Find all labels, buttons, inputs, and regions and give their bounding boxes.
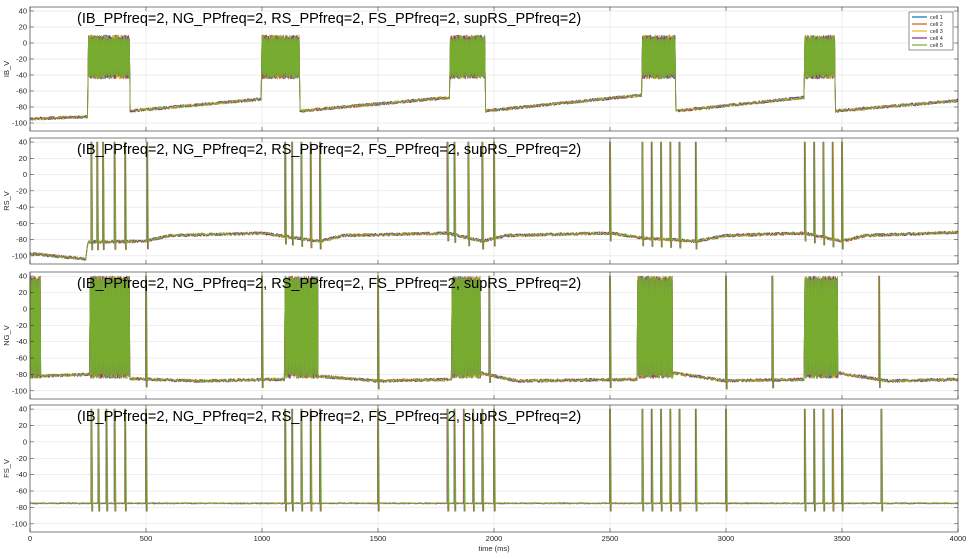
y-axis-label: RS_V <box>2 191 11 211</box>
x-tick-label: 4000 <box>950 534 967 543</box>
trace-cell-5 <box>29 141 959 261</box>
panel-title: (IB_PPfreq=2, NG_PPfreq=2, RS_PPfreq=2, … <box>77 11 581 27</box>
legend: cell 1 cell 2 cell 3 cell 4 cell 5 <box>908 11 954 51</box>
y-tick-label: -60 <box>16 87 27 96</box>
x-tick-label: 3000 <box>718 534 735 543</box>
y-tick-label: 40 <box>19 272 27 281</box>
x-tick-label: 0 <box>28 534 32 543</box>
y-tick-label: 0 <box>23 170 27 179</box>
y-tick-label: -100 <box>12 251 27 260</box>
y-tick-label: -20 <box>16 321 27 330</box>
y-tick-label: 40 <box>19 138 27 147</box>
y-tick-label: -100 <box>12 519 27 528</box>
y-tick-label: -60 <box>16 219 27 228</box>
x-tick-label: 3500 <box>834 534 851 543</box>
panel-title: (IB_PPfreq=2, NG_PPfreq=2, RS_PPfreq=2, … <box>77 142 581 158</box>
y-tick-label: -20 <box>16 55 27 64</box>
trace-cell-5 <box>29 408 958 512</box>
legend-entry: cell 2 <box>930 22 943 28</box>
fs-voltage-panel: -100 -80 -60 -40 -20 0 20 40 0 500 1000 1500 2000 250… <box>2 405 966 553</box>
y-tick-label: 20 <box>19 23 27 32</box>
x-axis-label: time (ms) <box>478 544 510 553</box>
legend-entry: cell 1 <box>930 15 943 21</box>
y-tick-label: -80 <box>16 103 27 112</box>
panel-title: (IB_PPfreq=2, NG_PPfreq=2, RS_PPfreq=2, … <box>77 409 581 425</box>
y-tick-label: -100 <box>12 386 27 395</box>
legend-entry: cell 3 <box>930 29 943 35</box>
legend-entry: cell 4 <box>930 36 943 42</box>
ib-voltage-panel: -100 -80 -60 -40 -20 0 20 40 (IB_PPfreq=2, NG_P… <box>2 7 959 132</box>
x-tick-label: 2000 <box>486 534 503 543</box>
rs-voltage-panel: -100 -80 -60 -40 -20 0 20 40 (IB_PPfreq=2, NG_P… <box>2 138 959 265</box>
y-tick-label: -60 <box>16 354 27 363</box>
y-tick-label: 0 <box>23 39 27 48</box>
y-tick-label: -20 <box>16 454 27 463</box>
trace-cell-5 <box>29 34 959 121</box>
y-tick-label: 0 <box>23 304 27 313</box>
y-tick-label: 40 <box>19 7 27 16</box>
y-tick-label: -100 <box>12 119 27 128</box>
x-tick-label: 500 <box>140 534 153 543</box>
ng-voltage-panel: -100 -80 -60 -40 -20 0 20 40 (IB_PPfreq=2, NG_P… <box>2 272 959 400</box>
y-tick-label: 20 <box>19 421 27 430</box>
y-tick-label: 40 <box>19 405 27 414</box>
y-tick-label: 20 <box>19 288 27 297</box>
y-tick-label: -40 <box>16 203 27 212</box>
legend-entry: cell 5 <box>930 43 943 49</box>
y-tick-label: -20 <box>16 186 27 195</box>
y-tick-label: -80 <box>16 370 27 379</box>
y-axis-label: FS_V <box>2 459 11 478</box>
x-tick-label: 2500 <box>602 534 619 543</box>
y-tick-label: 0 <box>23 437 27 446</box>
y-axis-label: NG_V <box>2 325 11 345</box>
y-tick-label: -80 <box>16 235 27 244</box>
trace-cell-5 <box>29 275 959 390</box>
y-tick-label: -40 <box>16 71 27 80</box>
x-tick-label: 1000 <box>254 534 271 543</box>
y-axis-label: IB_V <box>2 61 11 77</box>
panel-title: (IB_PPfreq=2, NG_PPfreq=2, RS_PPfreq=2, … <box>77 276 581 292</box>
x-tick-label: 1500 <box>370 534 387 543</box>
y-tick-label: -40 <box>16 470 27 479</box>
y-tick-label: -60 <box>16 487 27 496</box>
y-tick-label: -80 <box>16 503 27 512</box>
y-tick-label: 20 <box>19 154 27 163</box>
y-tick-label: -40 <box>16 337 27 346</box>
